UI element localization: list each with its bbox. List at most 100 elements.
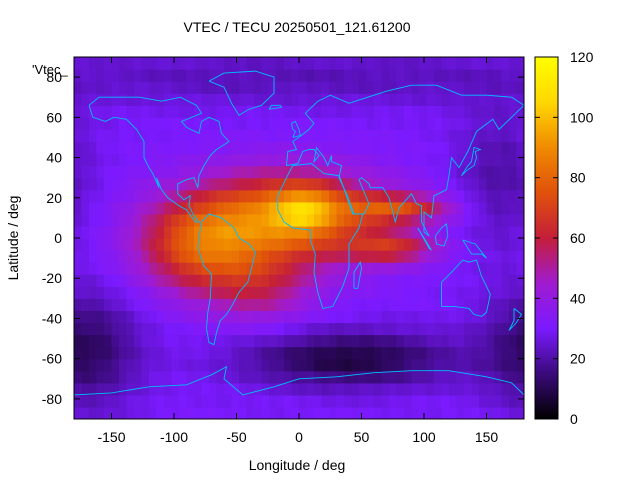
heatmap-cell bbox=[396, 177, 405, 191]
heatmap-cell bbox=[434, 165, 443, 179]
heatmap-cell bbox=[479, 310, 488, 324]
heatmap-cell bbox=[149, 382, 158, 396]
heatmap-cell bbox=[336, 334, 345, 348]
heatmap-cell bbox=[96, 298, 105, 311]
heatmap-cell bbox=[239, 358, 248, 372]
heatmap-cell bbox=[119, 93, 128, 106]
heatmap-cell bbox=[149, 177, 158, 191]
heatmap-cell bbox=[149, 129, 158, 143]
heatmap-cell bbox=[471, 406, 480, 419]
heatmap-cell bbox=[344, 250, 353, 263]
heatmap-cell bbox=[314, 201, 323, 215]
heatmap-cell bbox=[486, 406, 495, 419]
heatmap-cell bbox=[291, 298, 300, 311]
heatmap-cell bbox=[479, 382, 488, 396]
heatmap-cell bbox=[516, 225, 524, 239]
heatmap-cell bbox=[261, 177, 270, 191]
heatmap-cell bbox=[119, 141, 128, 155]
heatmap-cell bbox=[261, 262, 270, 275]
heatmap-cell bbox=[434, 105, 443, 118]
heatmap-cell bbox=[396, 93, 405, 106]
heatmap-cell bbox=[156, 310, 165, 324]
heatmap-cell bbox=[396, 262, 405, 275]
heatmap-cell bbox=[216, 262, 225, 275]
heatmap-cell bbox=[194, 298, 203, 311]
heatmap-cell bbox=[359, 262, 368, 275]
heatmap-cell bbox=[419, 117, 428, 130]
heatmap-cell bbox=[456, 81, 465, 94]
heatmap-cell bbox=[81, 165, 90, 179]
heatmap-cell bbox=[164, 346, 173, 360]
coastline-south-america bbox=[197, 213, 256, 346]
heatmap-cell bbox=[404, 250, 413, 263]
heatmap-cell bbox=[156, 382, 165, 396]
heatmap-cell bbox=[314, 177, 323, 191]
heatmap-cell bbox=[441, 93, 450, 106]
heatmap-cell bbox=[404, 262, 413, 275]
heatmap-cell bbox=[419, 57, 428, 70]
heatmap-cell bbox=[329, 117, 338, 130]
heatmap-cell bbox=[209, 201, 218, 215]
heatmap-cell bbox=[299, 274, 308, 287]
heatmap-cell bbox=[186, 382, 195, 396]
heatmap-cell bbox=[224, 93, 233, 106]
heatmap-cell bbox=[494, 238, 503, 251]
heatmap-cell bbox=[111, 346, 120, 360]
heatmap-cell bbox=[209, 225, 218, 239]
heatmap-cell bbox=[261, 189, 270, 203]
heatmap-cell bbox=[269, 81, 278, 94]
heatmap-cell bbox=[164, 334, 173, 348]
heatmap-cell bbox=[321, 93, 330, 106]
heatmap-cell bbox=[351, 117, 360, 130]
heatmap-cell bbox=[74, 213, 83, 227]
heatmap-cell bbox=[134, 286, 143, 299]
heatmap-cell bbox=[449, 322, 458, 336]
heatmap-cell bbox=[404, 346, 413, 360]
heatmap-cell bbox=[141, 177, 150, 191]
heatmap-cell bbox=[81, 346, 90, 360]
heatmap-cell bbox=[486, 117, 495, 130]
heatmap-cell bbox=[509, 394, 518, 408]
heatmap-cell bbox=[74, 310, 83, 324]
heatmap-cell bbox=[419, 238, 428, 251]
heatmap-cell bbox=[239, 69, 248, 82]
heatmap-cell bbox=[389, 346, 398, 360]
heatmap-cell bbox=[254, 286, 263, 299]
heatmap-cell bbox=[434, 286, 443, 299]
heatmap-cell bbox=[179, 358, 188, 372]
heatmap-cell bbox=[209, 382, 218, 396]
heatmap-cell bbox=[359, 117, 368, 130]
heatmap-cell bbox=[366, 57, 375, 70]
heatmap-cell bbox=[381, 298, 390, 311]
heatmap-cell bbox=[314, 358, 323, 372]
heatmap-cell bbox=[321, 406, 330, 419]
heatmap-cell bbox=[344, 262, 353, 275]
heatmap-cell bbox=[96, 117, 105, 130]
heatmap-cell bbox=[329, 93, 338, 106]
heatmap-cell bbox=[81, 57, 90, 70]
heatmap-cell bbox=[119, 406, 128, 419]
heatmap-cell bbox=[359, 358, 368, 372]
heatmap-cell bbox=[239, 201, 248, 215]
heatmap-cell bbox=[486, 286, 495, 299]
heatmap-cell bbox=[374, 262, 383, 275]
heatmap-cell bbox=[501, 346, 510, 360]
heatmap-cell bbox=[359, 213, 368, 227]
heatmap-cell bbox=[374, 213, 383, 227]
heatmap-cell bbox=[81, 406, 90, 419]
heatmap-cell bbox=[486, 153, 495, 167]
heatmap-cell bbox=[216, 213, 225, 227]
heatmap-cell bbox=[509, 141, 518, 155]
heatmap-cell bbox=[74, 189, 83, 203]
heatmap-cell bbox=[171, 213, 180, 227]
heatmap-cell bbox=[291, 334, 300, 348]
heatmap-cell bbox=[201, 286, 210, 299]
heatmap-cell bbox=[141, 117, 150, 130]
heatmap-cell bbox=[471, 358, 480, 372]
heatmap-cell bbox=[366, 177, 375, 191]
heatmap-cell bbox=[89, 250, 98, 263]
heatmap-cell bbox=[366, 274, 375, 287]
heatmap-cell bbox=[464, 201, 473, 215]
heatmap-cell bbox=[156, 105, 165, 118]
heatmap-cell bbox=[231, 153, 240, 167]
